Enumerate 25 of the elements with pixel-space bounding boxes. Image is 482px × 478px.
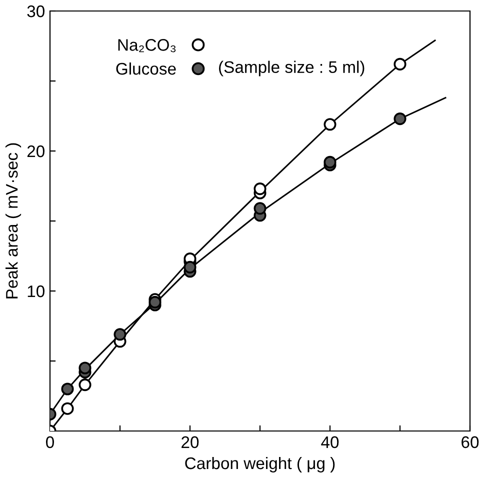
legend-label: Na₂CO₃ [118, 39, 176, 52]
point [394, 112, 406, 126]
y-tick-label: 30 [27, 5, 44, 18]
y-axis-title: Peak area ( mV·sec ) [6, 143, 22, 298]
point [78, 378, 92, 392]
x-axis-title: Carbon weight ( μg ) [185, 456, 335, 472]
point [148, 296, 162, 308]
point [61, 382, 74, 396]
point [324, 156, 336, 168]
legend-label: Glucose [116, 62, 176, 75]
point [324, 118, 336, 131]
annotation: (Sample size : 5 ml) [219, 60, 364, 76]
point [78, 362, 92, 374]
y-tick-label: 20 [27, 145, 44, 158]
x-tick-label: 40 [321, 436, 339, 448]
point [61, 402, 74, 415]
x-tick-label: 0 [46, 436, 54, 448]
x-tick-label: 20 [182, 436, 199, 448]
point [184, 260, 196, 274]
point [114, 328, 126, 341]
point [394, 58, 406, 70]
x-tick-label: 60 [462, 436, 479, 448]
y-tick-label: 10 [28, 285, 44, 298]
point [254, 202, 266, 215]
point [254, 182, 266, 196]
